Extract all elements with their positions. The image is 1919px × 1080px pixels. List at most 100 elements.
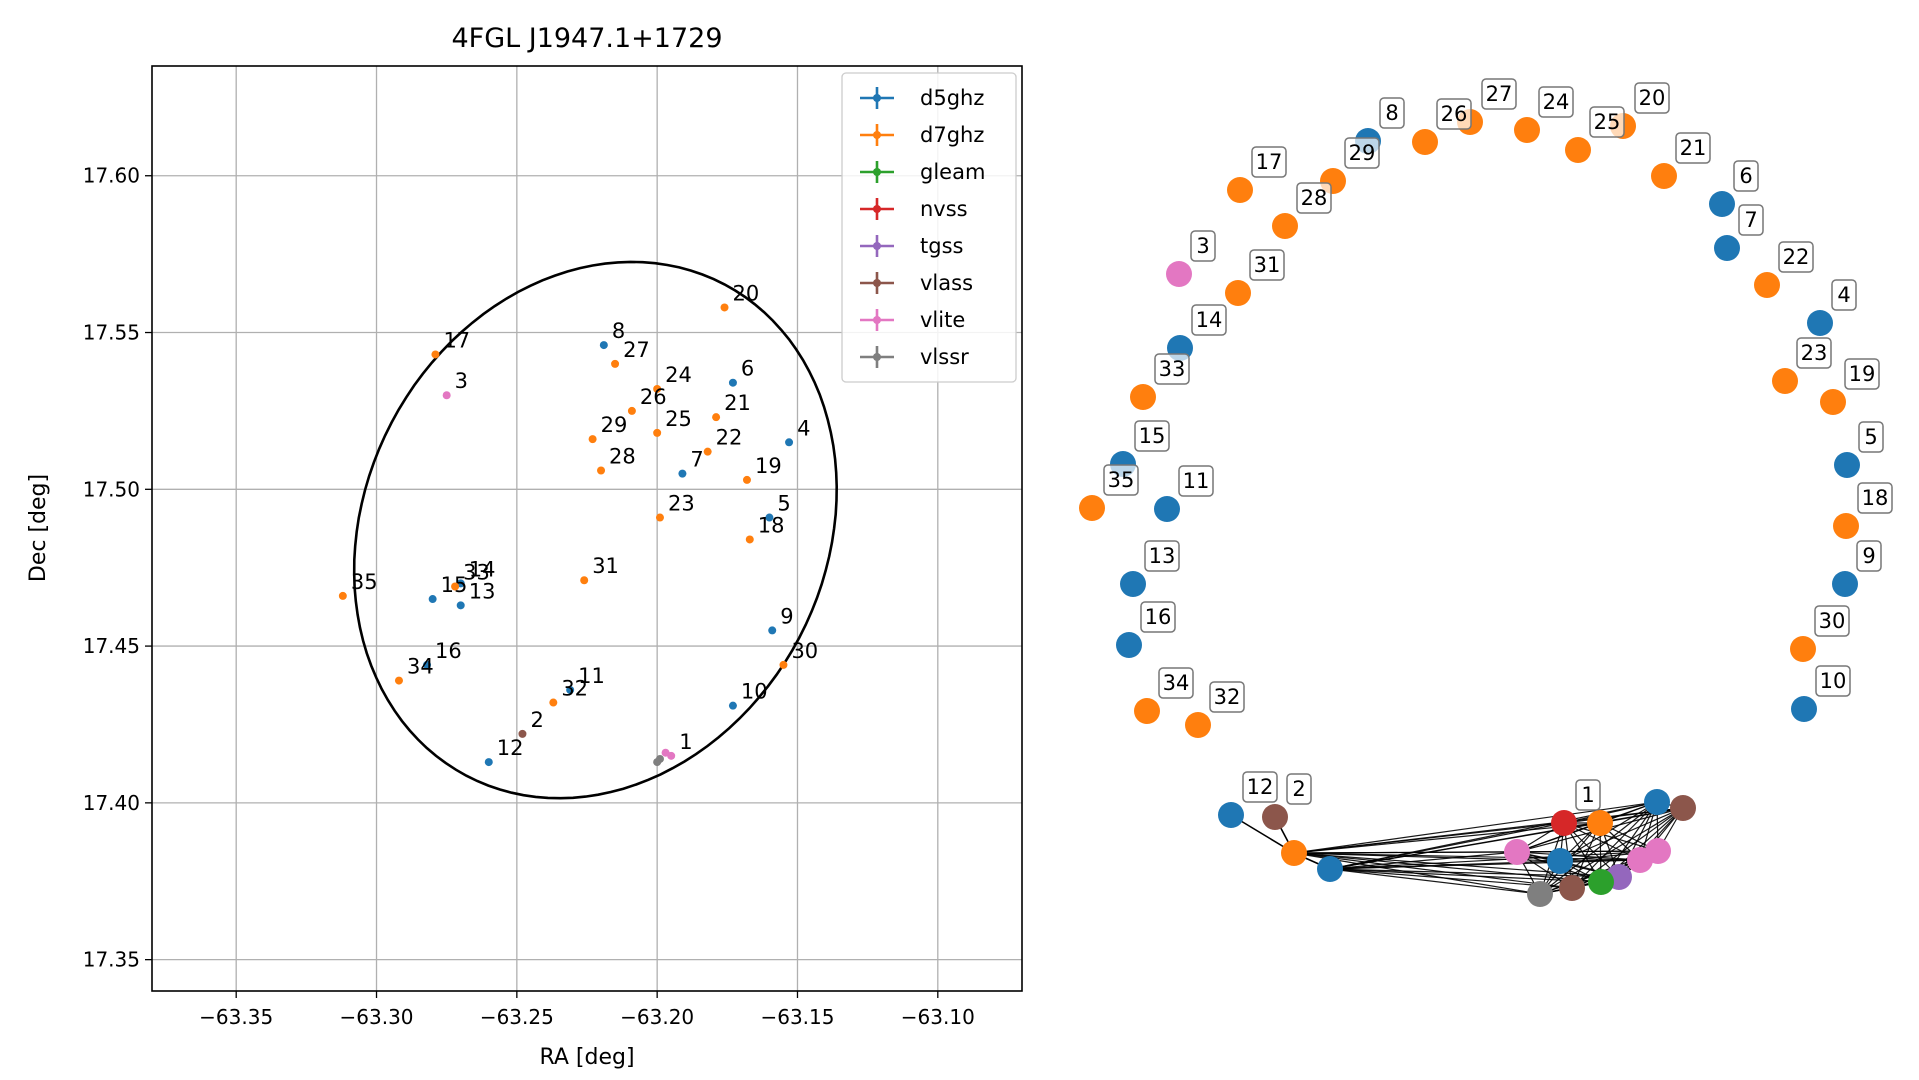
data-point-vlite xyxy=(442,391,451,400)
y-axis-ticks: 17.35 17.40 17.45 17.50 17.55 17.60 xyxy=(83,164,152,972)
plot-frame xyxy=(151,65,1023,992)
data-point-d7ghz xyxy=(580,576,589,585)
network-node-d5ghz xyxy=(1116,632,1142,658)
point-label: 21 xyxy=(724,391,751,415)
data-point-d7ghz xyxy=(588,435,597,444)
network-node-vlite xyxy=(1645,838,1671,864)
network-node-d7ghz xyxy=(1820,389,1846,415)
network-label-box xyxy=(1856,540,1882,572)
legend-label-nvss: nvss xyxy=(920,197,968,221)
point-label: 28 xyxy=(609,444,636,468)
network-label-box xyxy=(1191,304,1227,336)
network-node-d5ghz xyxy=(1154,496,1180,522)
data-point-d7ghz xyxy=(653,428,662,437)
data-point-d7ghz xyxy=(597,466,606,475)
network-node-label: 17 xyxy=(1256,150,1283,174)
network-node-label: 20 xyxy=(1639,86,1666,110)
legend-label-vlssr: vlssr xyxy=(920,345,969,369)
data-point-d7ghz xyxy=(779,660,788,669)
network-label-box xyxy=(1154,353,1190,385)
network-label-box xyxy=(1209,681,1245,713)
legend-marker xyxy=(873,131,881,139)
network-node-label: 24 xyxy=(1543,90,1570,114)
network-node-label: 7 xyxy=(1744,208,1757,232)
chart-title: 4FGL J1947.1+1729 xyxy=(451,23,722,54)
network-label-box xyxy=(1249,249,1285,281)
point-label: 26 xyxy=(640,385,667,409)
point-label: 6 xyxy=(741,357,754,381)
data-point-d5ghz xyxy=(728,701,737,710)
network-label-box xyxy=(1858,421,1884,453)
error-ellipse xyxy=(352,260,839,800)
data-point-d7ghz xyxy=(549,698,558,707)
network-label-box xyxy=(1379,97,1405,129)
network-edge xyxy=(1329,868,1541,895)
network-label-box xyxy=(1831,279,1857,311)
network-node-d7ghz xyxy=(1272,213,1298,239)
network-label-box xyxy=(1251,146,1287,178)
data-point-d5ghz xyxy=(768,626,777,635)
network-node-d7ghz xyxy=(1130,384,1156,410)
point-label: 22 xyxy=(716,426,743,450)
network-node-d7ghz xyxy=(1281,840,1307,866)
network-edge xyxy=(1329,851,1518,870)
network-node-vlite xyxy=(1166,261,1192,287)
point-label: 34 xyxy=(407,655,434,679)
network-node-d5ghz xyxy=(1807,310,1833,336)
data-point-vlite xyxy=(661,748,670,757)
data-point-d7ghz xyxy=(703,447,712,456)
point-label: 5 xyxy=(777,492,790,516)
network-label-box xyxy=(1242,771,1278,803)
network-node-label: 1 xyxy=(1581,783,1594,807)
network-node-vlite xyxy=(1504,839,1530,865)
network-node-label: 14 xyxy=(1196,308,1223,332)
network-node-label: 30 xyxy=(1819,609,1846,633)
point-label: 29 xyxy=(601,413,628,437)
network-node-d7ghz xyxy=(1412,129,1438,155)
network-edge xyxy=(1563,801,1658,824)
network-node-label: 29 xyxy=(1349,141,1376,165)
point-label: 23 xyxy=(668,492,695,516)
data-point-d5ghz xyxy=(765,513,774,522)
point-label: 27 xyxy=(623,338,650,362)
point-label: 14 xyxy=(469,557,496,581)
network-node-d7ghz xyxy=(1587,810,1613,836)
network-node-label: 21 xyxy=(1680,136,1707,160)
scatter-panel: 4FGL J1947.1+1729 −63.35 −63.30 −63.25 −63.… xyxy=(26,23,1023,1070)
point-label: 11 xyxy=(578,664,605,688)
network-node-nvss xyxy=(1551,810,1577,836)
data-point-d7ghz xyxy=(745,535,754,544)
network-label-box xyxy=(1815,665,1851,697)
network-edge xyxy=(1329,850,1659,870)
network-node-d7ghz xyxy=(1565,137,1591,163)
point-label: 31 xyxy=(592,554,619,578)
legend-marker xyxy=(873,168,881,176)
network-node-label: 4 xyxy=(1837,283,1850,307)
network-edge xyxy=(1559,859,1641,862)
legend-box xyxy=(841,72,1017,383)
network-node-label: 2 xyxy=(1292,777,1305,801)
network-node-label: 10 xyxy=(1820,669,1847,693)
point-layer: 1234567891011121314151617181920212223242… xyxy=(338,281,818,767)
legend-marker xyxy=(873,242,881,250)
point-label: 20 xyxy=(733,281,760,305)
network-edge xyxy=(1539,801,1658,895)
network-node-label: 22 xyxy=(1783,245,1810,269)
point-label: 4 xyxy=(797,416,810,440)
x-tick-label: −63.35 xyxy=(199,1005,273,1029)
network-node-d5ghz xyxy=(1218,802,1244,828)
legend-label-vlass: vlass xyxy=(920,271,973,295)
data-point-d5ghz xyxy=(428,595,437,604)
network-node-d5ghz xyxy=(1547,848,1573,874)
network-label-box xyxy=(1134,420,1170,452)
network-node-label: 13 xyxy=(1149,544,1176,568)
network-edge xyxy=(1599,807,1684,824)
legend-marker xyxy=(873,94,881,102)
legend-marker xyxy=(873,279,881,287)
network-edge xyxy=(1559,807,1684,862)
network-node-label: 23 xyxy=(1801,341,1828,365)
data-point-vlass xyxy=(518,729,527,738)
network-label-box xyxy=(1436,98,1472,130)
